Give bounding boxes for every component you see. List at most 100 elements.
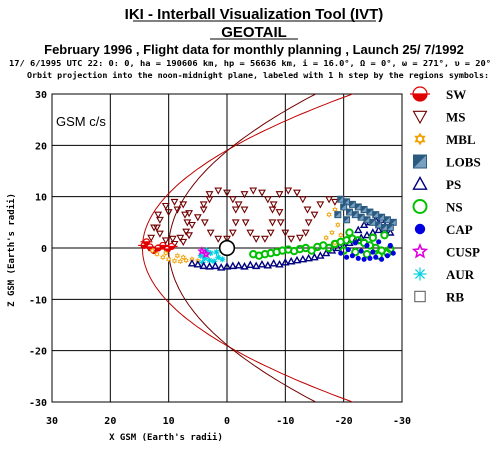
point-lobs-half: [355, 203, 362, 210]
point-ms: [269, 201, 278, 209]
point-cap: [364, 242, 370, 248]
point-ms: [246, 229, 255, 237]
earth-marker: [218, 239, 236, 257]
point-ms: [161, 202, 170, 211]
point-aur-ray: [208, 250, 214, 256]
y-tick-label: 20: [35, 141, 47, 152]
point-ns: [351, 247, 360, 257]
point-ms: [205, 196, 214, 204]
legend-symbol-ps: [412, 176, 428, 190]
point-ms: [154, 211, 163, 219]
point-ns: [368, 233, 378, 242]
point-ps: [304, 253, 313, 262]
point-cap: [367, 255, 373, 261]
point-cap: [345, 246, 351, 253]
point-ms: [205, 191, 214, 199]
point-ps: [292, 255, 302, 264]
point-ms: [147, 234, 156, 242]
y-tick-labels: 30 20 10 0 -10 -20 -30: [29, 90, 47, 409]
y-tick-label: 0: [41, 244, 47, 255]
orbit-markers: [138, 187, 397, 271]
y-tick-label: -30: [29, 398, 47, 409]
point-ms: [275, 191, 284, 199]
point-lobs-half: [387, 224, 394, 231]
legend-label-cusp: CUSP: [446, 245, 480, 260]
point-ms: [263, 196, 272, 204]
point-mbl-hole: [328, 213, 331, 216]
legend-label-mbl: MBL: [446, 132, 476, 147]
point-ps: [251, 261, 261, 270]
point-lobs-half: [346, 209, 353, 216]
point-ps: [216, 263, 226, 271]
point-mbl-hole: [333, 208, 336, 211]
point-ns: [380, 230, 389, 240]
x-tick-label: -10: [276, 416, 294, 427]
point-mbl-hole: [173, 259, 176, 262]
point-ms: [295, 234, 304, 242]
point-lobs-half: [381, 224, 388, 231]
point-ms: [153, 224, 161, 232]
point-ms: [164, 209, 173, 217]
point-mbl-hole: [330, 231, 334, 234]
point-ps: [359, 220, 369, 229]
legend-symbol-cap: [414, 223, 426, 235]
point-ms: [293, 189, 301, 197]
point-ms: [240, 206, 249, 214]
point-cap: [338, 250, 344, 256]
legend-symbol-ns: [412, 199, 428, 214]
point-ms: [183, 219, 192, 227]
point-ms: [170, 198, 179, 206]
x-tick-label: -30: [393, 416, 411, 427]
point-cap: [349, 253, 355, 259]
x-tick-labels: 30 20 10 0 -10 -20 -30: [46, 416, 411, 427]
point-ms: [268, 219, 277, 227]
earth-layer: [218, 239, 236, 257]
point-lobs-half: [375, 221, 382, 228]
legend-label-cap: CAP: [446, 222, 473, 237]
point-ps: [257, 259, 267, 268]
point-lobs-half: [364, 216, 370, 223]
point-lobs-half: [361, 206, 368, 213]
point-lobs-half: [369, 219, 376, 226]
point-cap: [376, 239, 382, 245]
point-ps: [316, 251, 325, 259]
legend-item-mbl: MBL: [414, 132, 476, 147]
series-lobs: [334, 195, 397, 231]
point-cap: [390, 250, 396, 256]
point-ms: [155, 230, 164, 238]
legend-label-lobs: LOBS: [446, 155, 481, 170]
tool-title: IKI - Interball Visualization Tool (IVT): [125, 6, 384, 23]
point-ms: [231, 219, 240, 227]
legend-symbol-ms: [412, 110, 428, 125]
point-ps: [354, 225, 363, 234]
point-ms: [281, 229, 290, 237]
point-sw-fill: [168, 246, 175, 250]
point-mbl-hole: [164, 252, 167, 255]
point-ms: [168, 235, 177, 243]
legend-item-lobs: LOBS: [413, 154, 481, 170]
legend-label-ps: PS: [446, 177, 461, 192]
point-ps: [362, 230, 372, 239]
point-ps: [269, 258, 278, 267]
point-ms: [179, 238, 188, 246]
point-ps: [187, 258, 197, 267]
point-cap: [352, 240, 358, 246]
point-ms: [260, 235, 269, 243]
point-ms: [214, 235, 223, 243]
point-lobs-half: [340, 203, 347, 210]
legend-item-cap: CAP: [414, 222, 473, 237]
point-ps: [246, 260, 255, 269]
point-ms: [266, 229, 275, 237]
point-ms: [252, 235, 261, 243]
point-ms: [173, 206, 182, 214]
flight-data-subtitle: February 1996 , Flight data for monthly …: [44, 42, 464, 57]
point-ms: [179, 201, 188, 209]
point-ns: [324, 243, 334, 253]
point-ms: [234, 201, 243, 209]
legend-item-ns: NS: [412, 199, 463, 215]
grid-lines: [51, 93, 403, 403]
point-cap: [355, 255, 361, 261]
point-aur-ray: [198, 253, 204, 259]
